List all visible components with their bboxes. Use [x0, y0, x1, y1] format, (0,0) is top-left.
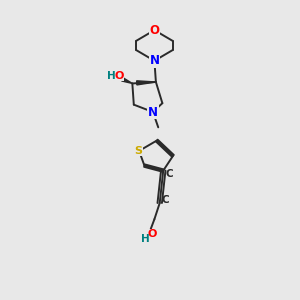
Text: O: O: [149, 24, 159, 37]
Polygon shape: [122, 78, 132, 83]
Text: C: C: [162, 195, 170, 205]
Text: O: O: [115, 71, 124, 81]
Text: C: C: [165, 169, 173, 179]
Text: O: O: [148, 229, 157, 239]
Text: S: S: [134, 146, 142, 156]
Text: N: N: [149, 54, 159, 67]
Text: N: N: [148, 106, 158, 118]
Text: H: H: [141, 234, 150, 244]
Text: H: H: [107, 71, 116, 81]
Polygon shape: [137, 81, 156, 85]
